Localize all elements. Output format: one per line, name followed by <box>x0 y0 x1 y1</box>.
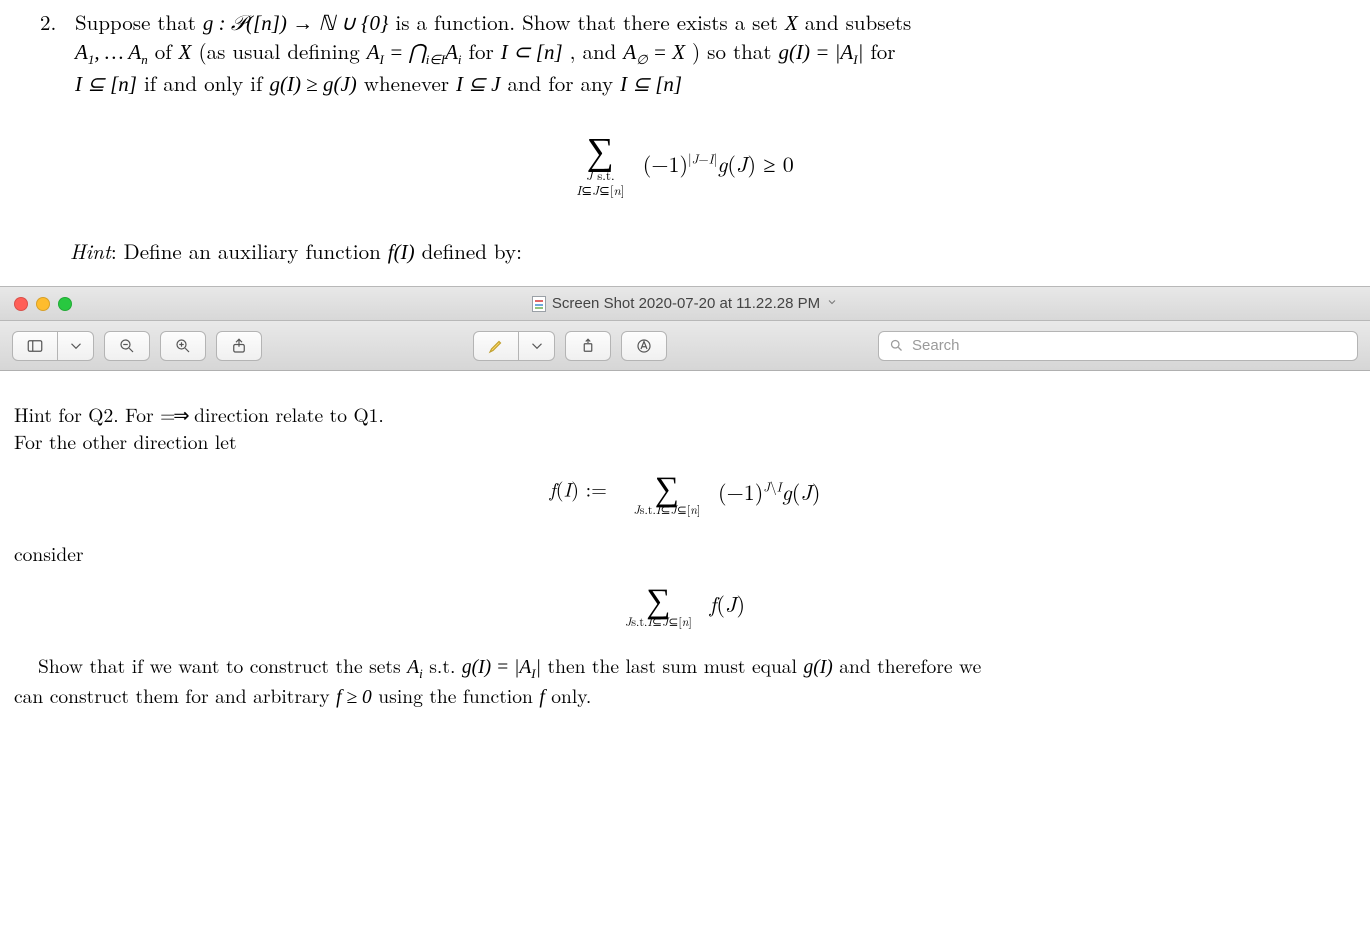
search-icon <box>889 338 904 353</box>
t: Hint for Q2. For <box>14 400 160 428</box>
fgeq0: f ≥ 0 <box>336 687 372 708</box>
traffic-lights <box>0 297 72 311</box>
hint-line1: Hint for Q2. For =⇒ direction relate to … <box>14 401 1356 427</box>
zoom-icon[interactable] <box>58 297 72 311</box>
gI: g(I) <box>803 657 832 678</box>
highlight-chevron[interactable] <box>519 331 555 361</box>
gIgeq: g(I) ≥ g(J) <box>269 72 356 96</box>
s: Js.t.I⊆J⊆[n] <box>633 503 700 516</box>
I-subset: I ⊂ [n] <box>501 40 563 64</box>
sidebar-view-group <box>12 331 94 361</box>
fI-body: (−1)J\Ig(J) <box>707 477 820 507</box>
t: and for any <box>507 68 620 98</box>
Isubn: I ⊆ [n] <box>75 72 137 96</box>
share-button[interactable] <box>216 331 262 361</box>
preview-window: Screen Shot 2020-07-20 at 11.22.28 PM <box>0 286 1370 731</box>
sum-cond2: I⊆J⊆[n] <box>576 183 624 197</box>
markup-group <box>473 331 555 361</box>
X2: X <box>179 40 192 64</box>
t: and therefore we <box>839 651 981 679</box>
t: using the function <box>378 681 539 709</box>
X: X <box>785 11 798 35</box>
sum-stack: ∑ J s.t. I⊆J⊆[n] <box>576 130 624 197</box>
sidebar-toggle-chevron[interactable] <box>58 331 94 361</box>
highlight-button[interactable] <box>473 331 519 361</box>
Aempty: A∅ = X <box>623 40 685 64</box>
t: (as usual defining <box>198 36 366 66</box>
t: and subsets <box>805 7 912 37</box>
sidebar-toggle-button[interactable] <box>12 331 58 361</box>
sigma-icon: ∑ <box>587 130 614 168</box>
t: , and <box>570 36 624 66</box>
sumfJ: ∑ Js.t.I⊆J⊆[n] f(J) <box>14 580 1356 628</box>
t: can construct them for and arbitrary <box>14 681 336 709</box>
toolbar-center <box>473 331 667 361</box>
Isubn2: I ⊆ [n] <box>620 72 682 96</box>
hint-line2: For the other direction let <box>14 428 1356 454</box>
hint-label: Hint <box>70 236 111 266</box>
t: for <box>469 36 501 66</box>
final-para-2: can construct them for and arbitrary f ≥… <box>14 682 1356 711</box>
f: f <box>539 687 544 708</box>
problem-number: 2. <box>40 8 68 36</box>
main-formula: ∑ J s.t. I⊆J⊆[n] (−1)|J−I|g(J) ≥ 0 <box>40 130 1330 197</box>
implies-icon: =⇒ <box>160 400 188 428</box>
close-icon[interactable] <box>14 297 28 311</box>
fI-def: f(I) := ∑ Js.t.I⊆J⊆[n] (−1)J\Ig(J) <box>14 468 1356 516</box>
window-title-text: Screen Shot 2020-07-20 at 11.22.28 PM <box>552 295 820 312</box>
t: s.t. <box>429 651 462 679</box>
sumstack3: ∑ Js.t.I⊆J⊆[n] <box>625 580 692 628</box>
rotate-button[interactable] <box>565 331 611 361</box>
t: ) so that <box>692 36 778 66</box>
hint-document: Hint for Q2. For =⇒ direction relate to … <box>0 371 1370 731</box>
zoom-in-button[interactable] <box>160 331 206 361</box>
t: then the last sum must equal <box>548 651 804 679</box>
toolbar: Search <box>0 321 1370 371</box>
titlebar[interactable]: Screen Shot 2020-07-20 at 11.22.28 PM <box>0 287 1370 321</box>
final-para: Show that if we want to construct the se… <box>14 652 1356 682</box>
sigma-icon: ∑ <box>655 469 679 503</box>
IsubJ: I ⊆ J <box>456 72 500 96</box>
chevron-down-icon[interactable] <box>826 295 838 312</box>
document-icon <box>532 296 546 312</box>
problem-body: Suppose that g : 𝒫([n]) → ℕ ∪ {0} is a f… <box>75 8 1325 98</box>
markup-toolbar-button[interactable] <box>621 331 667 361</box>
Ai: Ai <box>407 657 423 678</box>
minimize-icon[interactable] <box>36 297 50 311</box>
t: is a function. Show that there exists a … <box>395 7 785 37</box>
t: Suppose that <box>75 7 203 37</box>
t: if and only if <box>144 68 269 98</box>
t: for <box>870 36 895 66</box>
search-input[interactable]: Search <box>878 331 1358 361</box>
sumfJ-body: f(J) <box>699 589 745 619</box>
t: only. <box>551 681 591 709</box>
sum-body: (−1)|J−I|g(J) ≥ 0 <box>632 149 794 179</box>
t: whenever <box>364 68 456 98</box>
t: defined by: <box>415 236 522 266</box>
gI-eq: g(I) = |AI| <box>778 40 863 64</box>
search-placeholder: Search <box>912 337 960 354</box>
sumstack2: ∑ Js.t.I⊆J⊆[n] <box>633 468 700 516</box>
window-title: Screen Shot 2020-07-20 at 11.22.28 PM <box>0 295 1370 312</box>
consider: consider <box>14 540 1356 566</box>
fI-lhs: f(I) := <box>550 473 607 502</box>
hint-line: Hint: Define an auxiliary function f(I) … <box>40 237 1330 266</box>
g-sig: g : 𝒫([n]) → ℕ ∪ {0} <box>203 11 388 35</box>
fI: f(I) <box>388 240 415 264</box>
AI-def: AI = ⋂i∈IAi <box>367 40 462 64</box>
zoom-out-button[interactable] <box>104 331 150 361</box>
sigma-icon: ∑ <box>646 581 670 615</box>
t: direction relate to Q1. <box>194 400 384 428</box>
t: : Define an auxiliary function <box>111 236 388 266</box>
gIeq2: g(I) = |AI| <box>462 657 541 678</box>
t: Show that if we want to construct the se… <box>38 651 407 679</box>
A1An: A1, … An <box>75 40 148 64</box>
s: Js.t.I⊆J⊆[n] <box>625 615 692 628</box>
problem-2: 2. Suppose that g : 𝒫([n]) → ℕ ∪ {0} is … <box>0 0 1370 286</box>
t: of <box>155 36 179 66</box>
